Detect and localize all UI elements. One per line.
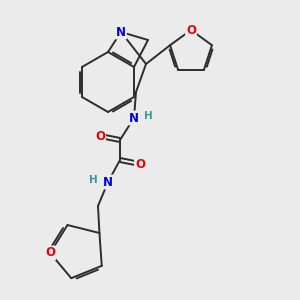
Text: O: O [45, 247, 55, 260]
Text: N: N [129, 112, 139, 124]
Text: N: N [116, 26, 126, 38]
Text: O: O [95, 130, 105, 142]
Text: H: H [89, 175, 98, 185]
Text: O: O [135, 158, 145, 170]
Text: H: H [144, 111, 153, 121]
Text: O: O [186, 23, 196, 37]
Text: N: N [103, 176, 113, 188]
